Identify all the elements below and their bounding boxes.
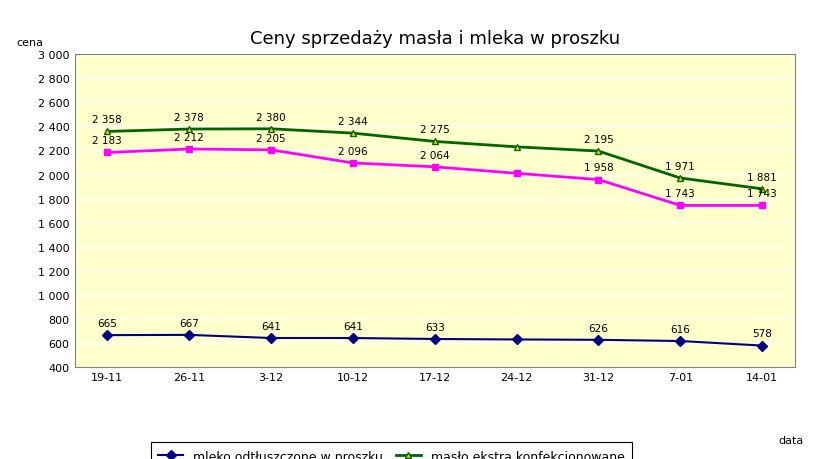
- masło ekstra konfekcjonowane: [675, 176, 685, 181]
- Text: 667: 667: [179, 318, 198, 328]
- masło ekstra konfekcjonowane: [756, 187, 766, 192]
- Text: 578: 578: [751, 329, 771, 339]
- Text: 2 378: 2 378: [174, 112, 203, 123]
- Text: 1 743: 1 743: [665, 189, 695, 199]
- Text: 2 380: 2 380: [256, 112, 285, 122]
- mleko odtłuszczone w proszku: [511, 337, 521, 342]
- mleko odtłuszczone w proszku: [593, 337, 603, 343]
- Text: 626: 626: [588, 323, 608, 333]
- masło ekstra konfekcjonowane: [103, 129, 112, 135]
- mleko odtłuszczone w proszku: [675, 339, 685, 344]
- Line: masło ekstra w blokach: masło ekstra w blokach: [103, 146, 765, 209]
- Text: 1 881: 1 881: [746, 172, 776, 182]
- mleko odtłuszczone w proszku: [184, 332, 194, 338]
- Text: 1 958: 1 958: [583, 163, 613, 173]
- mleko odtłuszczone w proszku: [756, 343, 766, 348]
- Text: 2 183: 2 183: [93, 136, 122, 146]
- Text: 616: 616: [670, 324, 690, 334]
- Legend: mleko odtłuszczone w proszku, masło ekstra w blokach, masło ekstra konfekcjonowa: mleko odtłuszczone w proszku, masło ekst…: [151, 442, 631, 459]
- masło ekstra konfekcjonowane: [429, 140, 439, 145]
- Text: 1 971: 1 971: [665, 162, 695, 171]
- Text: cena: cena: [17, 38, 44, 48]
- masło ekstra konfekcjonowane: [511, 145, 521, 150]
- Title: Ceny sprzedaży masła i mleka w proszku: Ceny sprzedaży masła i mleka w proszku: [249, 30, 619, 48]
- mleko odtłuszczone w proszku: [347, 336, 357, 341]
- Text: 2 212: 2 212: [174, 133, 203, 142]
- Text: 2 096: 2 096: [337, 146, 367, 157]
- Text: 2 344: 2 344: [337, 117, 367, 127]
- masło ekstra konfekcjonowane: [265, 127, 275, 132]
- masło ekstra w blokach: [265, 148, 275, 153]
- masło ekstra konfekcjonowane: [593, 149, 603, 155]
- Text: 665: 665: [98, 318, 117, 328]
- Line: mleko odtłuszczone w proszku: mleko odtłuszczone w proszku: [103, 332, 765, 349]
- Text: 633: 633: [424, 322, 444, 332]
- masło ekstra w blokach: [184, 147, 194, 152]
- masło ekstra w blokach: [347, 161, 357, 166]
- Text: 1 743: 1 743: [746, 189, 776, 199]
- masło ekstra w blokach: [429, 165, 439, 170]
- masło ekstra w blokach: [511, 171, 521, 177]
- Text: data: data: [777, 435, 802, 445]
- Text: 2 205: 2 205: [256, 133, 285, 143]
- masło ekstra w blokach: [756, 203, 766, 209]
- Text: 2 064: 2 064: [419, 150, 449, 160]
- masło ekstra konfekcjonowane: [347, 131, 357, 137]
- Line: masło ekstra konfekcjonowane: masło ekstra konfekcjonowane: [103, 126, 765, 193]
- Text: 2 275: 2 275: [419, 125, 449, 135]
- masło ekstra konfekcjonowane: [184, 127, 194, 133]
- mleko odtłuszczone w proszku: [429, 336, 439, 342]
- mleko odtłuszczone w proszku: [265, 336, 275, 341]
- Text: 641: 641: [261, 321, 280, 331]
- masło ekstra w blokach: [675, 203, 685, 209]
- Text: 2 195: 2 195: [583, 134, 613, 145]
- Text: 641: 641: [342, 321, 362, 331]
- masło ekstra w blokach: [103, 151, 112, 156]
- mleko odtłuszczone w proszku: [103, 333, 112, 338]
- Text: 2 358: 2 358: [93, 115, 122, 125]
- masło ekstra w blokach: [593, 178, 603, 183]
